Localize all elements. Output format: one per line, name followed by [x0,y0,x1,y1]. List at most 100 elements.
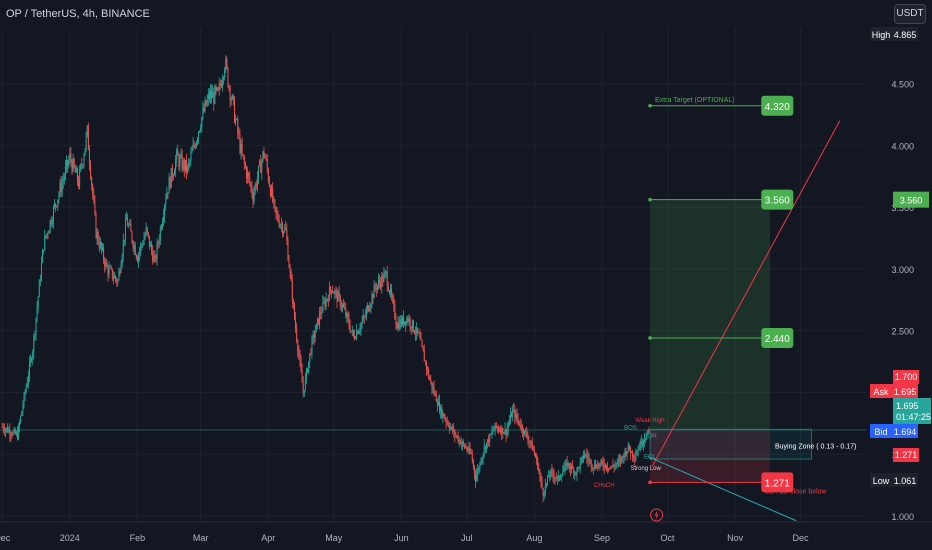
candle-body [513,409,515,411]
candle-body [54,203,56,208]
candle-body [337,292,339,302]
candle-body [253,191,255,202]
candle-body [479,462,481,469]
candle-body [565,462,567,466]
candle-body [196,139,198,142]
candle-body [425,361,427,370]
price-tick-label: 2.500 [891,327,914,337]
candle-body [19,422,21,427]
candle-body [236,119,238,120]
candle-body [91,177,93,185]
candle-body [524,430,526,435]
candle-body [506,428,508,436]
candle-body [213,91,215,104]
time-tick-label: May [325,533,343,543]
candle-body [231,95,233,100]
candle-body [214,86,216,104]
candle-body [429,377,431,381]
candle-body [574,472,576,474]
candle-body [121,256,123,265]
candle-body [394,304,396,319]
candle-body [611,465,613,468]
candle-body [168,177,170,194]
candle-body [190,153,192,161]
candle-body [223,77,225,81]
candle-body [448,425,450,429]
candle-body [581,455,583,459]
candle-body [63,176,65,180]
candle-body [347,313,349,319]
candle-body [578,467,580,468]
candle-body [520,425,522,428]
candle-body [271,187,273,197]
last-price-bg [893,398,931,424]
candle-body [151,244,153,252]
candle-body [482,453,484,458]
candle-body [370,304,372,309]
candle-body [171,167,173,178]
candle-body [88,150,90,165]
currency-button[interactable]: USDT [894,4,926,24]
candle-body [92,184,94,195]
time-tick-label: Nov [727,533,744,543]
candle-body [350,330,352,332]
candle-body [82,164,84,166]
candle-body [153,256,155,262]
candle-body [188,162,190,166]
candle-body [416,327,418,334]
candle-body [442,413,444,417]
candle-body [288,259,290,268]
candle-body [278,221,280,227]
chart-annotation: EQL [644,454,657,460]
candle-body [279,224,281,227]
candle-body [37,296,39,308]
candle-body [203,108,205,112]
candle-body [593,464,595,469]
candle-body [577,467,579,469]
candle-body [145,227,147,235]
candle-body [393,299,395,305]
candle-body [183,160,185,171]
time-tick-label: 2024 [60,533,80,543]
candle-body [508,421,510,425]
candle-body [221,80,223,87]
candle-body [126,218,128,220]
candle-body [401,316,403,325]
candle-body [192,144,194,151]
level-dot [648,197,652,202]
candle-body [597,464,599,469]
candle-body [35,318,37,334]
candle-body [386,271,388,287]
candle-body [201,117,203,129]
target-axis-tag [893,191,929,208]
candle-body [418,332,420,334]
candle-body [436,401,438,406]
candle-body [475,473,477,481]
candle-body [275,206,277,213]
candle-body [619,459,621,461]
candle-body [478,468,480,470]
candle-body [609,467,611,469]
candle-body [226,58,228,68]
candle-body [647,429,649,435]
candle-body [457,436,459,442]
target-axis-value: 3.560 [900,196,923,206]
bid-tag-bg [870,424,892,438]
low-tag: Low [873,476,890,486]
last-price: 1.695 [896,401,919,411]
candle-body [191,150,193,154]
candle-body [548,476,550,478]
candle-body [59,182,61,194]
candle-body [382,276,384,282]
candle-body [637,449,639,454]
candle-body [472,460,474,467]
candle-body [339,295,341,307]
candle-body [428,369,430,378]
candle-body [403,316,405,325]
candle-body [115,275,117,280]
candle-body [78,181,80,187]
candle-body [143,238,145,245]
